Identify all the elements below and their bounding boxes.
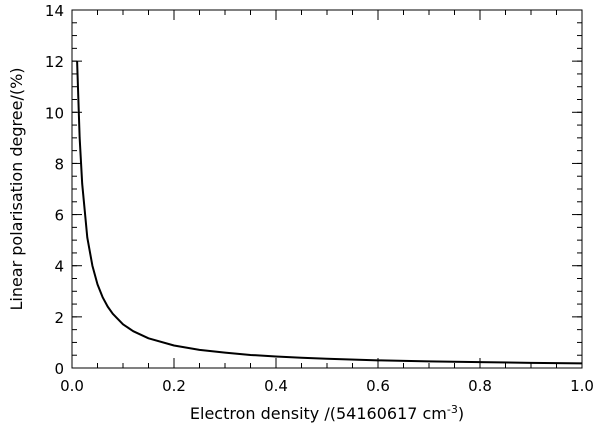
- x-tick-label: 0.0: [60, 377, 84, 395]
- x-tick-label: 0.2: [162, 377, 186, 395]
- x-tick-label: 0.6: [366, 377, 390, 395]
- y-tick-label: 14: [45, 2, 64, 20]
- y-axis-title: Linear polarisation degree/(%): [7, 67, 26, 310]
- y-tick-label: 2: [54, 309, 64, 327]
- x-axis-title: Electron density /(54160617 cm-3): [190, 403, 464, 423]
- x-tick-label: 0.4: [264, 377, 288, 395]
- y-tick-label: 12: [45, 53, 64, 71]
- x-tick-label: 0.8: [468, 377, 492, 395]
- series-group: [76, 61, 583, 365]
- plot-frame: [71, 9, 583, 369]
- y-tick-label: 0: [54, 360, 64, 378]
- y-tick-label: 6: [54, 207, 64, 225]
- y-tick-label: 8: [54, 155, 64, 173]
- axis-ticks: [71, 9, 583, 369]
- x-tick-label: 1.0: [570, 377, 594, 395]
- series-line: [76, 61, 583, 365]
- axis-tick-labels: 0.0 0.2 0.4 0.6 0.8 1.0 0 2 4 6 8 10 12 14: [45, 2, 594, 395]
- y-tick-label: 4: [54, 258, 64, 276]
- y-tick-label: 10: [45, 104, 64, 122]
